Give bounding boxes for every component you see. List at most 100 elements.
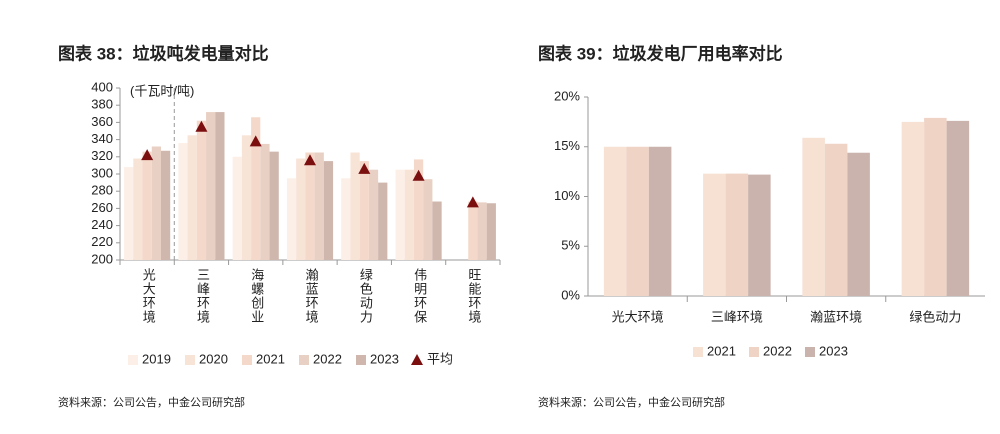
- legend-marker: [411, 354, 423, 365]
- legend-label: 2023: [370, 351, 399, 366]
- bar: [802, 137, 825, 296]
- bar: [206, 112, 216, 260]
- y-tick-label: 15%: [554, 138, 580, 153]
- y-tick-label: 0%: [561, 287, 580, 302]
- x-tick-label: 旺能环境: [466, 268, 481, 324]
- average-marker: [358, 162, 371, 174]
- bar: [305, 152, 315, 260]
- y-tick-label: 200: [91, 251, 113, 266]
- bar: [359, 161, 369, 260]
- x-tick-label: 光大环境: [612, 309, 664, 324]
- legend-swatch: [185, 355, 195, 365]
- source: 资料来源：公司公告，中金公司研究部: [538, 395, 725, 409]
- legend-label: 2021: [707, 343, 736, 358]
- bar: [847, 152, 870, 296]
- x-tick-label: 绿色动力: [358, 268, 373, 324]
- y-tick-label: 400: [91, 79, 113, 94]
- bar: [748, 174, 771, 296]
- y-tick-label: 280: [91, 183, 113, 198]
- bar: [423, 179, 433, 260]
- bar: [404, 169, 414, 260]
- legend-label: 2020: [199, 351, 228, 366]
- bar: [626, 146, 649, 296]
- bar: [241, 135, 252, 260]
- bar: [703, 173, 726, 296]
- legend-label: 2023: [819, 343, 848, 358]
- average-marker: [466, 196, 479, 208]
- y-tick-label: 240: [91, 217, 113, 232]
- bar: [251, 117, 261, 261]
- legend-label: 平均: [427, 351, 453, 366]
- legend-swatch: [128, 355, 138, 365]
- average-marker: [412, 169, 425, 181]
- chart-title: 图表 39：垃圾发电厂用电率对比: [538, 43, 783, 63]
- x-tick-label: 光大环境: [141, 268, 156, 324]
- bar: [603, 146, 627, 296]
- y-tick-label: 320: [91, 148, 113, 163]
- bar: [187, 135, 197, 260]
- legend-label: 2022: [313, 351, 342, 366]
- y-tick-label: 340: [91, 131, 113, 146]
- bar: [413, 159, 424, 260]
- bar: [142, 151, 152, 260]
- average-marker: [195, 120, 208, 132]
- bar: [477, 202, 487, 260]
- bar: [432, 201, 442, 260]
- y-tick-label: 10%: [554, 188, 580, 203]
- x-tick-label: 瀚蓝环境: [810, 309, 862, 324]
- bar: [350, 152, 360, 260]
- y-tick-label: 5%: [561, 238, 580, 253]
- legend-swatch: [299, 355, 309, 365]
- bar: [368, 169, 379, 260]
- bar: [196, 120, 207, 261]
- bar: [296, 158, 306, 260]
- bar: [151, 146, 161, 260]
- average-marker: [304, 154, 316, 166]
- bar: [648, 146, 672, 296]
- bar: [395, 169, 405, 260]
- bar: [468, 201, 478, 260]
- y-tick-label: 300: [91, 165, 113, 180]
- bar: [260, 143, 270, 260]
- y-tick-label: 260: [91, 200, 113, 215]
- bar: [725, 173, 749, 296]
- bar: [232, 156, 242, 260]
- bar: [178, 143, 188, 260]
- bar: [314, 152, 324, 260]
- bar: [824, 143, 848, 296]
- x-tick-label: 三峰环境: [711, 309, 763, 324]
- legend-label: 2019: [142, 351, 171, 366]
- y-tick-label: 20%: [554, 88, 580, 103]
- legend-swatch: [749, 347, 759, 357]
- bar: [378, 182, 388, 260]
- legend-swatch: [693, 347, 703, 357]
- bar: [286, 178, 297, 260]
- bar: [133, 158, 143, 260]
- bar: [269, 151, 279, 260]
- bar: [901, 121, 925, 296]
- source: 资料来源：公司公告，中金公司研究部: [58, 395, 245, 409]
- bar: [341, 178, 351, 260]
- y-tick-label: 380: [91, 97, 113, 112]
- bar: [160, 150, 171, 260]
- y-tick-label: 360: [91, 114, 113, 129]
- bar: [124, 167, 134, 260]
- y-tick-label: 220: [91, 234, 113, 249]
- x-tick-label: 海螺创业: [249, 268, 264, 324]
- bar: [924, 117, 947, 297]
- bar: [946, 120, 970, 296]
- x-tick-label: 绿色动力: [909, 309, 961, 324]
- chart-title: 图表 38：垃圾吨发电量对比: [58, 43, 269, 63]
- average-marker: [249, 135, 262, 147]
- bar: [215, 112, 225, 260]
- bar: [486, 203, 496, 260]
- x-tick-label: 瀚蓝环境: [304, 268, 319, 324]
- legend-swatch: [805, 347, 815, 357]
- legend-label: 2021: [256, 351, 285, 366]
- legend-swatch: [356, 355, 366, 365]
- average-marker: [141, 149, 154, 161]
- legend-swatch: [242, 355, 252, 365]
- legend-label: 2022: [763, 343, 792, 358]
- x-tick-label: 伟明环保: [412, 268, 427, 324]
- y-axis-label: (千瓦时/吨): [130, 83, 194, 98]
